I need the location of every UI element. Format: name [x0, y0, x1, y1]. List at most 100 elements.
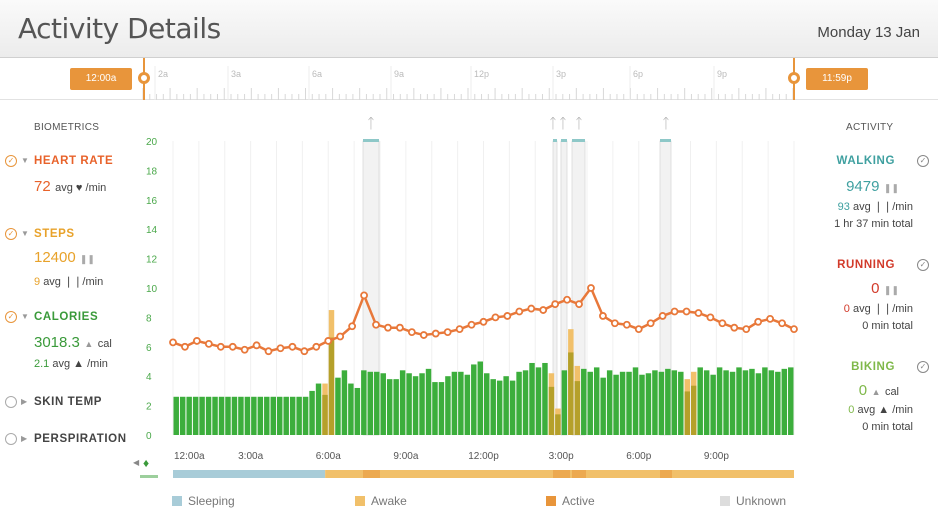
- calorie-bar: [755, 373, 762, 435]
- expand-icon[interactable]: ▼: [21, 229, 29, 238]
- end-time-marker[interactable]: 11:59p: [806, 68, 868, 90]
- calorie-bar: [749, 368, 755, 435]
- x-tick-label: 12:00a: [174, 451, 205, 462]
- scroll-left-icon[interactable]: ◀: [133, 458, 140, 467]
- perspiration-checkbox[interactable]: [5, 433, 17, 445]
- walking-checkbox[interactable]: ✓: [917, 155, 929, 167]
- running-total: 0 min total: [862, 320, 913, 332]
- calorie-bar: [593, 367, 600, 435]
- walking-avg-unit: avg ❘❘/min: [852, 201, 913, 213]
- calorie-bar: [432, 382, 438, 435]
- running-avg-unit: avg ❘❘/min: [852, 303, 913, 315]
- timeline-hour-label: 12p: [474, 69, 489, 79]
- calorie-bar: [335, 377, 341, 435]
- legend-label: Awake: [371, 494, 407, 508]
- heart-rate-point: [443, 328, 452, 337]
- calorie-bar: [199, 396, 205, 435]
- footsteps-icon: ❚❚: [883, 183, 899, 193]
- heart-rate-point: [575, 300, 583, 309]
- steps-value-line: 12400 ❚❚: [34, 249, 95, 266]
- legend-sleeping: Sleeping: [172, 494, 235, 508]
- x-tick-label: 3:00a: [238, 451, 263, 462]
- expand-icon[interactable]: ▶: [21, 434, 28, 443]
- x-tick-label: 12:00p: [468, 451, 499, 462]
- legend-label: Active: [562, 494, 595, 508]
- x-tick-label: 9:00a: [393, 451, 418, 462]
- biking-checkbox[interactable]: ✓: [917, 361, 929, 373]
- heart-rate-point: [228, 342, 237, 351]
- calorie-bar: [367, 371, 374, 435]
- biking-value: 0: [858, 382, 868, 399]
- calorie-bar: [354, 387, 361, 435]
- calorie-bar: [425, 368, 432, 435]
- x-tick-label: 6:00p: [626, 451, 651, 462]
- running-avg-value: 0: [843, 303, 850, 315]
- heart-rate-point: [622, 320, 631, 329]
- walking-total: 1 hr 37 min total: [834, 218, 913, 230]
- calorie-bar: [652, 370, 658, 435]
- calorie-bar: [542, 362, 548, 435]
- walking-block[interactable]: WALKING 9479 ❚❚ 93 avg ❘❘/min 1 hr 37 mi…: [788, 154, 913, 230]
- steps-checkbox[interactable]: ✓: [5, 228, 17, 240]
- biking-avg-line: 0 avg ▲ /min: [788, 404, 913, 416]
- calories-label: CALORIES: [34, 311, 99, 323]
- calorie-bar: [665, 368, 671, 435]
- heart-rate-point: [169, 338, 177, 347]
- calorie-bar: [490, 379, 496, 435]
- drop-underline: [140, 475, 158, 478]
- skin-temp-checkbox[interactable]: [5, 396, 17, 408]
- y-tick-label: 14: [146, 225, 158, 236]
- heart-rate-point: [515, 307, 524, 316]
- expand-icon[interactable]: ▼: [21, 156, 29, 165]
- calorie-bar: [464, 374, 471, 435]
- calories-checkbox[interactable]: ✓: [5, 311, 17, 323]
- calorie-bar: [244, 396, 251, 435]
- calorie-bar: [613, 374, 619, 435]
- heart-rate-point: [587, 284, 595, 292]
- expand-icon[interactable]: ▶: [21, 397, 28, 406]
- running-checkbox[interactable]: ✓: [917, 259, 929, 271]
- calorie-bar: [626, 371, 632, 435]
- timeline-scrubber[interactable]: 2a 3a 6a 9a 12p 3p 6p 9p 12:00a 11:59p: [0, 58, 938, 100]
- date-label[interactable]: Monday 13 Jan: [817, 24, 920, 41]
- heart-rate-point: [539, 306, 548, 314]
- biking-unit: cal: [884, 386, 899, 398]
- legend-unknown: Unknown: [720, 494, 786, 508]
- calories-value-line: 3018.3 ▲ cal: [34, 334, 112, 352]
- drop-icon[interactable]: ♦: [143, 456, 150, 470]
- legend-awake: Awake: [355, 494, 407, 508]
- walk-marker-icon: ᛏ: [559, 116, 567, 132]
- calorie-bar: [445, 376, 451, 435]
- expand-icon[interactable]: ▼: [21, 312, 29, 321]
- calorie-bar: [768, 370, 775, 435]
- biking-block[interactable]: BIKING 0 ▲ cal 0 avg ▲ /min 0 min total: [788, 360, 913, 433]
- timeline-hour-label: 6a: [312, 69, 322, 79]
- heart-rate-checkbox[interactable]: ✓: [5, 155, 17, 167]
- calorie-bar: [509, 380, 516, 435]
- heart-rate-point: [527, 304, 536, 313]
- state-strip-active: [660, 470, 672, 478]
- footsteps-icon: ❚❚: [883, 285, 899, 295]
- calorie-bar: [484, 373, 490, 435]
- biking-value-line: 0 ▲ cal: [788, 382, 913, 400]
- start-time-marker[interactable]: 12:00a: [70, 68, 132, 90]
- legend-label: Unknown: [736, 494, 787, 508]
- heart-rate-point: [694, 309, 703, 317]
- calorie-bar: [419, 373, 425, 435]
- active-overlay-bar: [548, 373, 555, 435]
- active-overlay-bar: [691, 371, 697, 435]
- walk-period-band: [560, 140, 568, 436]
- heart-rate-value: 72: [34, 178, 51, 195]
- calorie-bar: [309, 390, 315, 435]
- end-marker-knob[interactable]: [788, 72, 800, 84]
- active-overlay-bar: [574, 365, 581, 435]
- calorie-bar: [270, 396, 276, 435]
- calorie-bar: [283, 396, 289, 435]
- calorie-bar: [205, 396, 212, 435]
- start-marker-knob[interactable]: [138, 72, 150, 84]
- footsteps-icon: ❚❚: [79, 254, 95, 264]
- calories-value: 3018.3: [34, 334, 80, 351]
- calorie-bar: [678, 371, 684, 435]
- running-block[interactable]: RUNNING 0 ❚❚ 0 avg ❘❘/min 0 min total: [788, 258, 913, 332]
- calorie-bar: [632, 367, 639, 435]
